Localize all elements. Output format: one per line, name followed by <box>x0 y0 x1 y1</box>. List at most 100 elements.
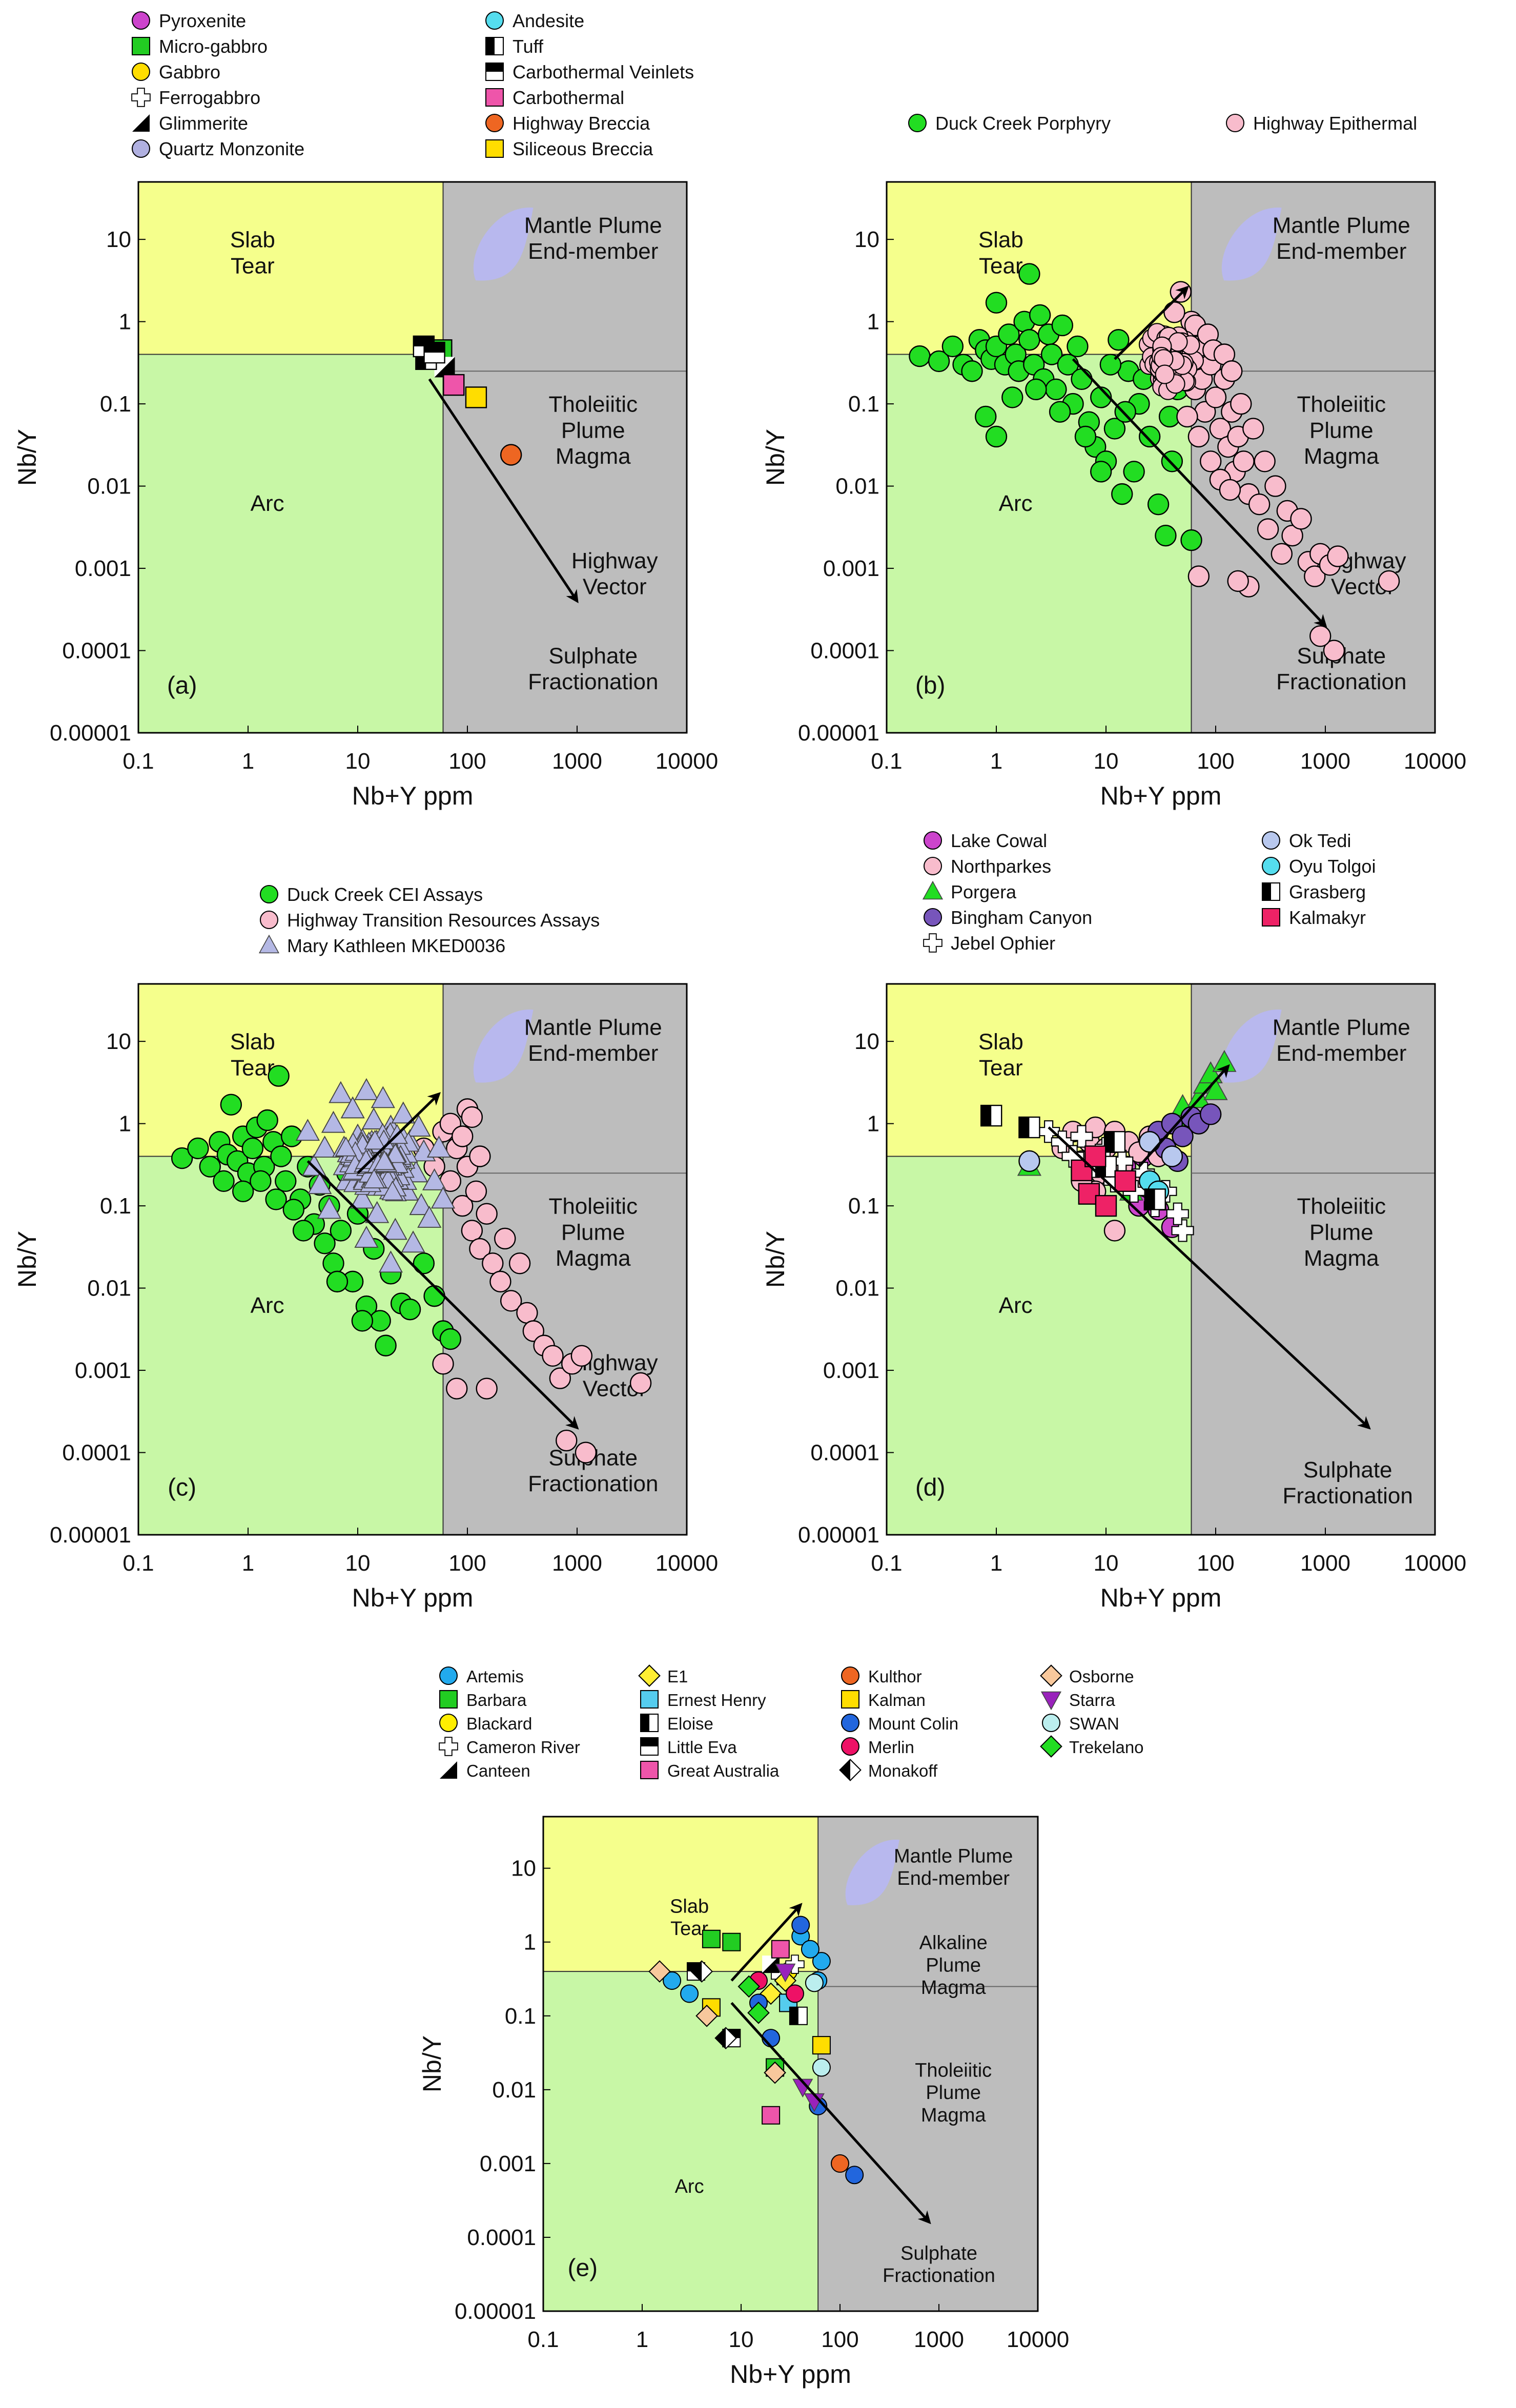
data-point <box>371 1086 395 1108</box>
legend: Duck Creek CEI Assays Highway Transition … <box>258 884 600 956</box>
legend-item: Highway Epithermal <box>1225 113 1417 134</box>
legend-marker <box>1225 113 1245 133</box>
data-point <box>789 2006 808 2025</box>
legend-item: Mary Kathleen MKED0036 <box>258 934 505 956</box>
data-point <box>1209 418 1232 440</box>
legend-label: Bingham Canyon <box>951 907 1092 928</box>
data-point <box>812 2036 831 2055</box>
legend-label: Monakoff <box>868 1761 938 1780</box>
x-tick-label: 10000 <box>655 1551 718 1576</box>
data-point <box>1103 418 1126 440</box>
mantle-plume-blob <box>1221 1010 1282 1083</box>
legend-marker <box>439 1666 458 1685</box>
data-point <box>1051 314 1074 337</box>
data-point <box>431 1186 456 1209</box>
legend-label: Jebel Ophier <box>951 933 1055 954</box>
legend-item: E1 <box>638 1664 688 1687</box>
region-label-line: Tear <box>231 1055 275 1080</box>
region-label-line: Tear <box>979 1055 1023 1080</box>
data-point <box>330 1220 352 1242</box>
legend-marker <box>640 1713 659 1733</box>
region-label-line: Fractionation <box>1276 669 1406 694</box>
data-point <box>171 1147 193 1169</box>
region-label-line: Slab <box>230 1030 275 1055</box>
legend-item: Quartz Monzonite <box>131 138 304 159</box>
region-label-line: Arc <box>999 491 1033 516</box>
data-point <box>270 1145 292 1167</box>
data-point <box>399 1299 421 1321</box>
legend-label: Ferrogabbro <box>159 87 260 108</box>
series-10 <box>500 444 522 466</box>
legend-marker <box>131 11 151 30</box>
legend-marker <box>1040 1735 1062 1758</box>
data-point <box>1248 493 1271 516</box>
data-point <box>629 1372 652 1394</box>
y-tick-label: 1 <box>119 1112 131 1137</box>
legend-marker <box>1261 831 1281 850</box>
legend-label: Eloise <box>667 1714 713 1733</box>
x-tick-label: 100 <box>1197 1551 1234 1576</box>
legend-item: Highway Transition Resources Assays <box>259 910 600 931</box>
series-9 <box>443 374 465 396</box>
data-point <box>909 345 931 367</box>
data-points <box>909 263 1400 662</box>
data-point <box>1018 1116 1040 1139</box>
data-point <box>381 1180 404 1201</box>
legend-label: E1 <box>667 1667 688 1686</box>
y-tick-label: 1 <box>867 310 879 335</box>
x-tick-label: 100 <box>448 1551 486 1576</box>
region-label-line: Fractionation <box>883 2265 995 2287</box>
region-label-line: Plume <box>1309 418 1374 443</box>
legend-marker <box>439 1713 458 1733</box>
legend-label: Osborne <box>1069 1667 1134 1686</box>
data-point-fill <box>691 1961 702 1982</box>
legend-marker <box>640 1760 659 1780</box>
legend-label: Lake Cowal <box>951 830 1047 851</box>
data-point-fill <box>1144 1189 1155 1210</box>
region-label: Tholeiitic Plume Magma <box>548 1194 638 1271</box>
data-point <box>426 1135 452 1158</box>
data-point <box>364 1129 386 1150</box>
legend-marker <box>640 1737 659 1756</box>
data-point <box>1045 378 1067 401</box>
data-point <box>556 1429 578 1452</box>
data-point <box>1204 386 1227 408</box>
data-point <box>1123 461 1145 483</box>
region-label-line: Alkaline <box>919 1932 988 1954</box>
data-point <box>378 1250 403 1273</box>
data-point <box>1203 1078 1228 1100</box>
x-tick-label: 1000 <box>1300 1551 1350 1576</box>
region-label-line: Tholeiitic <box>1297 392 1386 417</box>
data-point <box>1309 625 1331 647</box>
x-axis-label: Nb+Y ppm <box>1100 781 1222 810</box>
data-point <box>961 360 983 382</box>
series-15 <box>648 1960 786 2084</box>
region-label: Highway Vector <box>571 548 658 600</box>
data-point <box>1018 1150 1040 1172</box>
data-point <box>805 1973 824 1992</box>
legend-marker-fill <box>440 1761 457 1779</box>
region-label-line: Plume <box>561 1220 625 1245</box>
data-point <box>549 1367 571 1389</box>
region-label-line: Mantle Plume <box>894 1845 1013 1867</box>
data-point <box>516 1302 538 1324</box>
legend-item: Cameron River <box>439 1737 580 1757</box>
panel-label: (d) <box>915 1474 946 1501</box>
legend-label: Oyu Tolgoi <box>1289 856 1376 877</box>
x-tick-label: 10000 <box>1007 2327 1069 2352</box>
legend-item: Kalman <box>841 1690 926 1710</box>
legend-item: Northparkes <box>923 856 1051 877</box>
legend-label: Porgera <box>951 881 1017 902</box>
region-label-line: Sulphate <box>900 2242 977 2264</box>
data-point <box>1114 401 1136 423</box>
vector-arrow <box>306 1160 579 1430</box>
region-label: Arc <box>251 1293 284 1318</box>
legend-item: Canteen <box>440 1761 530 1780</box>
region-label: Slab Tear <box>230 228 275 279</box>
series-7 <box>980 1104 1166 1210</box>
legend-marker-fill <box>641 1738 658 1746</box>
region-label: Mantle Plume End-member <box>524 213 662 264</box>
y-axis-label: Nb/Y <box>761 429 790 486</box>
legend-label: Tuff <box>513 36 544 57</box>
data-point <box>465 386 487 408</box>
